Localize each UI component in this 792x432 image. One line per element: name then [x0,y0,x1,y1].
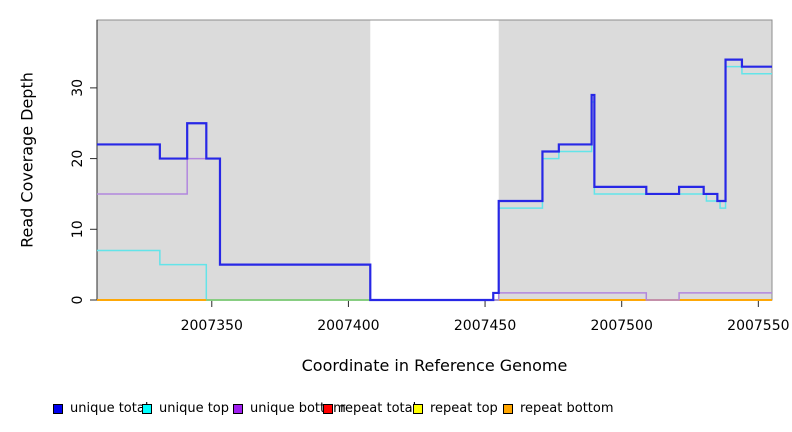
legend-item-unique-top: unique top [142,400,229,418]
legend-swatch-icon [503,404,513,414]
y-axis-title: Read Coverage Depth [17,72,37,248]
legend-label: unique total [70,401,149,416]
y-tick-label: 0 [70,296,86,305]
x-tick-label: 2007450 [454,318,516,334]
legend-item-unique-total: unique total [53,400,148,418]
x-tick-label: 2007350 [181,318,243,334]
legend-item-repeat-top: repeat top [413,400,498,418]
legend-item-repeat-bottom: repeat bottom [503,400,614,418]
legend-swatch-icon [323,404,333,414]
legend-item-unique-bottom: unique bottom [233,400,346,418]
legend-label: repeat top [430,401,498,416]
shaded-region [498,20,772,300]
legend-label: unique bottom [250,401,346,416]
legend-label: unique top [159,401,230,416]
legend-label: repeat bottom [520,401,614,416]
x-tick-label: 2007400 [317,318,379,334]
legend: unique total unique top unique bottom repea… [0,400,792,422]
legend-swatch-icon [53,404,63,414]
series-unique-total [97,58,772,302]
legend-label: repeat total [340,401,417,416]
shaded-region [97,20,371,300]
x-axis-title: Coordinate in Reference Genome [301,356,568,375]
x-tick-label: 2007550 [727,318,789,334]
legend-swatch-icon [142,404,152,414]
y-tick-label: 20 [70,150,86,168]
legend-swatch-icon [413,404,423,414]
legend-item-repeat-total: repeat total [323,400,416,418]
legend-swatch-icon [233,404,243,414]
y-tick-label: 10 [70,220,86,238]
y-tick-label: 30 [70,79,86,97]
x-tick-label: 2007500 [591,318,653,334]
